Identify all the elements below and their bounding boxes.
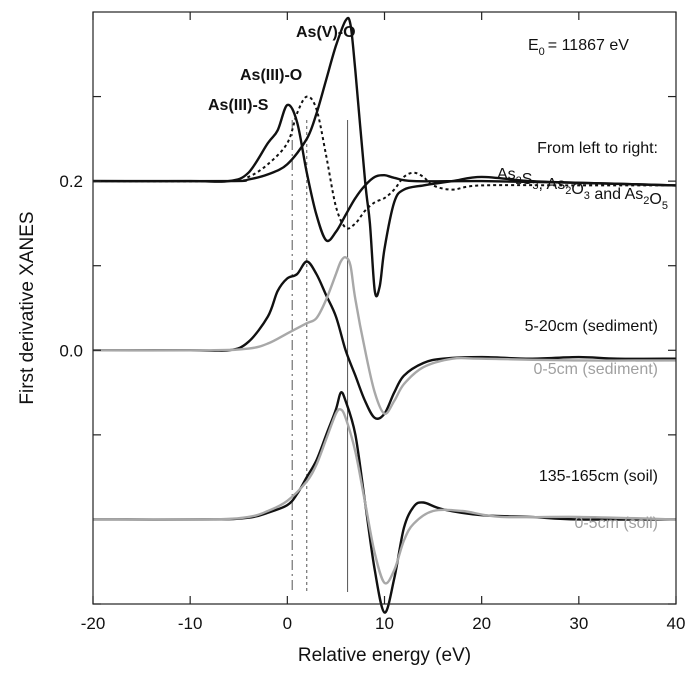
x-tick-label: -10	[178, 614, 203, 633]
compound-subscript: 2	[565, 185, 571, 197]
series-line-1	[92, 103, 677, 243]
compound-subscript: 3	[532, 180, 538, 192]
series-labels: 5-20cm (sediment) 0-5cm (sediment) 135-165…	[525, 318, 658, 532]
e0-annotation: E0 = 11867 eV	[528, 37, 629, 58]
series-line-5	[92, 255, 677, 415]
y-axis-label: First derivative XANES	[17, 211, 38, 404]
compound-subscript: 2	[643, 195, 649, 207]
compound-text: S	[522, 171, 533, 188]
x-tick-label: 0	[283, 614, 292, 633]
peak-label-as3-s: As(III)-S	[208, 97, 269, 114]
y-tick-label: 0.0	[59, 341, 83, 360]
compound-subscript: 5	[662, 200, 668, 212]
series-label: 0-5cm (sediment)	[534, 361, 658, 378]
reference-legend-title: From left to right:	[537, 140, 658, 157]
compound-text: O	[571, 181, 583, 198]
series-line-7	[92, 407, 677, 585]
e0-value: = 11867 eV	[548, 37, 629, 54]
series-label: 0-5cm (soil)	[574, 515, 658, 532]
series-line-3	[92, 16, 677, 298]
series-line-4	[92, 260, 677, 420]
series-label: 5-20cm (sediment)	[525, 318, 658, 335]
x-tick-label: 10	[375, 614, 394, 633]
e0-symbol: E	[528, 37, 539, 54]
x-axis-label: Relative energy (eV)	[298, 645, 471, 666]
compound-text: and As	[590, 186, 643, 203]
compound-text: , As	[539, 176, 566, 193]
reference-legend-compounds: As2S3, As2O3 and As2O5	[497, 166, 668, 212]
axis-ticks: -20 -10 0 10 20 30 400.20.0	[59, 12, 685, 633]
x-tick-label: 40	[667, 614, 686, 633]
compound-text: O	[649, 191, 661, 208]
x-tick-label: -20	[81, 614, 106, 633]
compound-subscript: 2	[516, 175, 522, 187]
series-layer	[92, 16, 677, 614]
series-label: 135-165cm (soil)	[539, 468, 658, 485]
x-tick-label: 20	[472, 614, 491, 633]
compound-text: As	[497, 166, 516, 183]
e0-subscript: 0	[539, 46, 545, 58]
peak-label-as3-o: As(III)-O	[240, 67, 302, 84]
compound-subscript: 3	[584, 190, 590, 202]
y-tick-label: 0.2	[59, 172, 83, 191]
x-tick-label: 30	[569, 614, 588, 633]
peak-label-as5-o: As(V)-O	[296, 24, 356, 41]
series-line-2	[92, 95, 676, 230]
